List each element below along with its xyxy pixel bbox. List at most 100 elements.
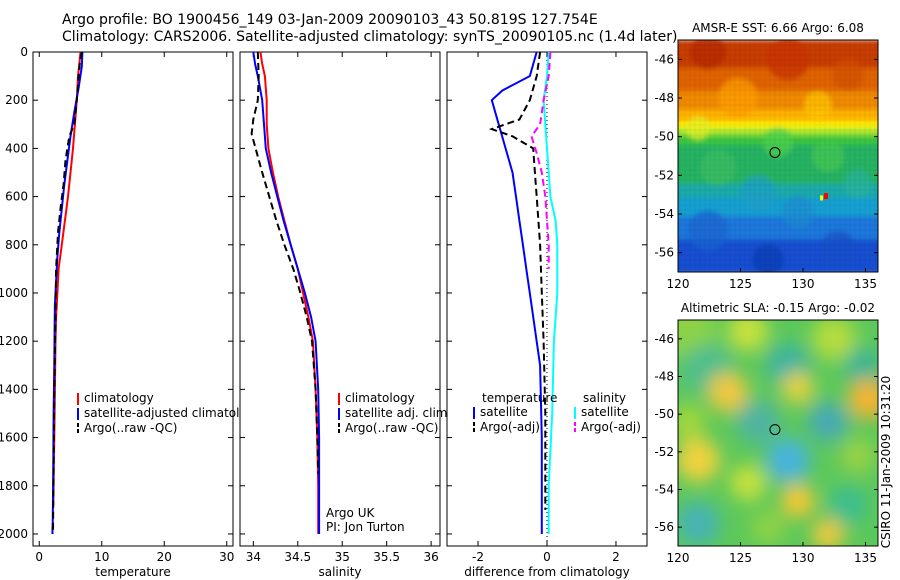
y-tick-label: 400 (5, 141, 28, 155)
series-line-satellite-adj-clim- (252, 51, 321, 534)
side-timestamp-label: CSIRO 11-Jan-2009 10:31:20 (879, 376, 893, 548)
sst-anomaly-pixel (824, 193, 828, 200)
x-tick-label: 135 (854, 551, 877, 565)
x-tick-label: 135 (854, 277, 877, 291)
y-tick-label: -46 (654, 52, 674, 66)
x-tick-label: 20 (157, 550, 172, 564)
argo-position-marker (769, 147, 781, 159)
figure-title-line1: Argo profile: BO 1900456_149 03-Jan-2009… (62, 12, 598, 28)
legend-entry: Argo(-adj) (480, 420, 540, 434)
sla-patch (728, 320, 768, 352)
plot-frame (32, 51, 234, 547)
profile-panel-1: 0 200 400 600 800 1000 1200 1400 1600 1800 2000 0 10… (0, 45, 262, 579)
y-tick-label: -50 (654, 407, 674, 421)
x-tick-label: 0 (35, 550, 43, 564)
legend-entry: climatology (84, 391, 154, 405)
y-tick-label: 1800 (0, 479, 28, 493)
sla-patch (678, 438, 720, 483)
sla-patch (844, 347, 878, 384)
y-tick-label: 1200 (0, 334, 28, 348)
plot-frame (239, 51, 441, 547)
y-tick-label: -48 (654, 91, 674, 105)
y-tick-label: 0 (20, 45, 28, 59)
legend-entry: climatology (345, 391, 415, 405)
y-tick-label: -46 (654, 332, 674, 346)
legend-header-salinity: salinity (583, 391, 626, 405)
y-tick-label: -52 (654, 445, 674, 459)
x-tick-label: 120 (667, 277, 690, 291)
legend-entry: satellite (480, 405, 528, 419)
y-tick-label: -50 (654, 130, 674, 144)
sla-patch (828, 485, 868, 526)
sla-patch (848, 379, 878, 420)
legend-entry: satellite-adjusted climatology (84, 406, 262, 420)
sla-patch (730, 464, 766, 501)
sla-patch (750, 509, 786, 546)
y-tick-label: 1600 (0, 431, 28, 445)
map-image (678, 320, 878, 546)
y-tick-label: -54 (654, 483, 674, 497)
x-tick-label: 125 (729, 277, 752, 291)
x-tick-label: 130 (792, 551, 815, 565)
sla-patch (678, 403, 706, 440)
y-tick-label: -54 (654, 207, 674, 221)
y-tick-label: -56 (654, 520, 674, 534)
argo-position-marker (769, 424, 781, 436)
y-tick-label: 600 (5, 190, 28, 204)
x-tick-label: 125 (729, 551, 752, 565)
sla-patch (766, 438, 810, 483)
map-title: Altimetric SLA: -0.15 Argo: -0.02 (681, 301, 875, 315)
x-tick-label: 120 (667, 551, 690, 565)
legend-entry: satellite adj. clim. (345, 406, 451, 420)
x-axis-label: salinity (318, 565, 361, 579)
plot-frame (446, 51, 648, 547)
annotation-operator: Argo UK (326, 506, 375, 520)
sla-map-panel: Altimetric SLA: -0.15 Argo: -0.02 120 125 1… (654, 301, 879, 565)
sla-patch (840, 437, 876, 474)
y-tick-label: 1400 (0, 382, 28, 396)
y-tick-label: -48 (654, 370, 674, 384)
sla-field (678, 320, 878, 546)
profile-panel-2: 34 34.5 35 35.5 36 salinity climatologysatelli… (239, 51, 451, 579)
sla-patch (812, 518, 844, 546)
x-tick-label: 130 (792, 277, 815, 291)
series-line-temperature-satellite (490, 51, 543, 534)
series-line-salinity-satellite (542, 51, 559, 534)
x-tick-label: 35.5 (373, 550, 400, 564)
x-tick-label: 2 (612, 550, 620, 564)
series-line-temperature-argo-adj- (488, 51, 547, 510)
y-tick-label: 1000 (0, 286, 28, 300)
sla-patch (782, 371, 814, 404)
series-line-salinity-argo-adj- (530, 51, 552, 269)
sst-map-panel: AMSR-E SST: 6.66 Argo: 6.08 120 125 130 135 -… (654, 21, 879, 291)
x-tick-label: 35 (335, 550, 350, 564)
legend-entry: Argo(-adj) (581, 420, 641, 434)
x-tick-label: 0 (543, 550, 551, 564)
x-tick-label: 30 (219, 550, 234, 564)
sla-patch (708, 372, 748, 413)
sla-patch (812, 320, 856, 361)
y-tick-label: -52 (654, 168, 674, 182)
sla-patch (808, 401, 848, 442)
x-tick-label: 34 (246, 550, 261, 564)
sla-patch (678, 501, 720, 546)
series-line-argo-raw-qc- (52, 51, 83, 535)
figure-title-line2: Climatology: CARS2006. Satellite-adjuste… (62, 29, 678, 45)
sst-anomaly-pixel (820, 195, 823, 201)
annotation-pi: PI: Jon Turton (326, 520, 405, 534)
map-frame (677, 319, 879, 547)
sla-patch (736, 399, 780, 444)
sla-patch (782, 484, 814, 517)
legend-entry: satellite (581, 405, 629, 419)
map-frame (677, 39, 879, 273)
x-tick-label: -2 (472, 550, 484, 564)
legend-entry: Argo(..raw -QC) (84, 421, 177, 435)
legend-entry: Argo(..raw -QC) (345, 421, 438, 435)
y-tick-label: -56 (654, 246, 674, 260)
x-tick-label: 36 (423, 550, 438, 564)
map-image (678, 40, 878, 272)
x-tick-label: 34.5 (284, 550, 311, 564)
y-tick-label: 2000 (0, 527, 28, 541)
